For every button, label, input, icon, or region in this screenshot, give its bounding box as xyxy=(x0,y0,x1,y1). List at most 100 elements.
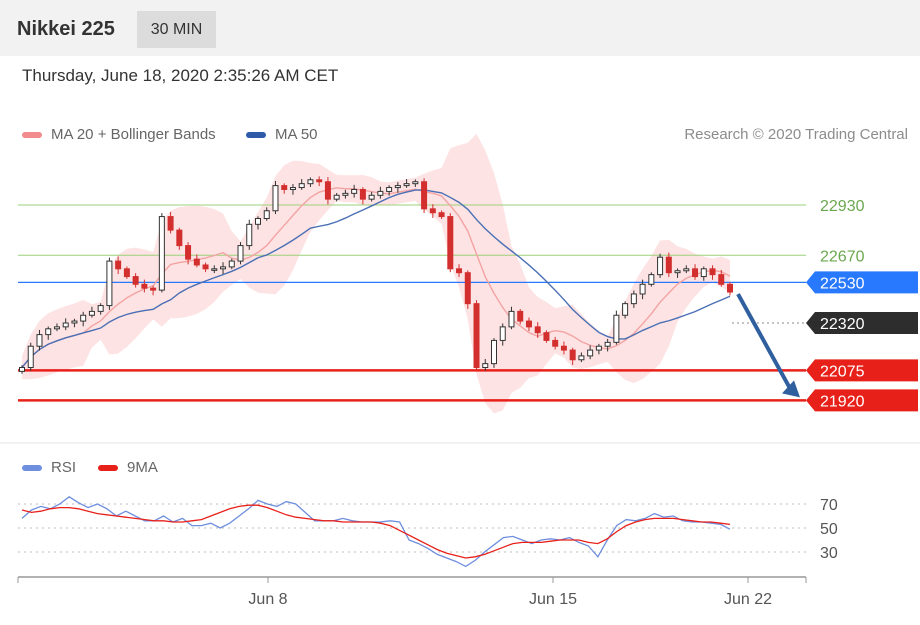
candle-body xyxy=(289,187,296,190)
candle-body xyxy=(560,345,567,351)
legend-9ma-label: 9MA xyxy=(127,459,158,476)
rsi-ma-line xyxy=(21,504,731,559)
candle-body xyxy=(19,367,25,372)
candle-body xyxy=(185,245,192,260)
ma50-line xyxy=(21,189,731,368)
ma20-swatch xyxy=(22,131,42,138)
candle-body xyxy=(150,287,157,291)
level-box-22530 xyxy=(806,271,918,294)
candles xyxy=(19,176,733,374)
candle-body xyxy=(80,314,87,322)
candle-body xyxy=(569,349,576,361)
candle-body xyxy=(613,314,620,343)
candle-body xyxy=(403,183,410,187)
candle-body xyxy=(692,268,699,278)
level-box-22075 xyxy=(806,359,918,382)
level-label-21920: 21920 xyxy=(820,393,865,410)
legend-ma50-label: MA 50 xyxy=(275,126,318,143)
legend-ma20-label: MA 20 + Bollinger Bands xyxy=(51,126,216,143)
rsi-ma-swatch xyxy=(98,464,118,471)
level-box-21920 xyxy=(806,389,918,412)
chart-header: Nikkei 225 30 MIN xyxy=(0,0,920,56)
level-label-22320: 22320 xyxy=(820,316,865,333)
level-label-22075: 22075 xyxy=(820,363,865,380)
candle-body xyxy=(281,185,288,190)
instrument-title: Nikkei 225 xyxy=(17,18,115,40)
candle-body xyxy=(36,334,43,347)
candle-body xyxy=(473,303,480,369)
candle-body xyxy=(202,264,209,270)
candle-body xyxy=(228,260,235,268)
candle-body xyxy=(657,256,664,276)
rsi-tick-50: 50 xyxy=(820,521,838,538)
timeframe-button[interactable]: 30 MIN xyxy=(137,11,216,48)
candle-body xyxy=(351,188,358,194)
candle-body xyxy=(456,268,463,274)
rsi-swatch xyxy=(22,464,42,471)
candle-body xyxy=(604,341,611,347)
candle-body xyxy=(683,268,690,272)
main-chart-area: 22930 22670 22530 22320 22075 21920 xyxy=(0,133,920,444)
rsi-tick-70: 70 xyxy=(820,497,838,514)
candle-body xyxy=(132,276,139,285)
candle-body xyxy=(220,266,227,270)
candle-body xyxy=(595,345,602,351)
candle-body xyxy=(106,260,113,307)
candle-body xyxy=(447,216,454,270)
candle-body xyxy=(394,185,401,189)
x-tick-Jun-8: Jun 8 xyxy=(248,591,287,608)
candle-body xyxy=(412,181,419,185)
candle-body xyxy=(386,187,393,192)
candle-body xyxy=(193,258,200,266)
candle-body xyxy=(307,179,314,185)
candle-body xyxy=(578,355,585,361)
level-label-22670: 22670 xyxy=(820,248,865,265)
candle-body xyxy=(508,310,515,328)
candle-body xyxy=(62,322,69,328)
ma20-line xyxy=(21,187,731,368)
candle-body xyxy=(648,274,655,285)
candle-body xyxy=(639,283,646,295)
level-label-22530: 22530 xyxy=(820,275,865,292)
x-tick-Jun-15: Jun 15 xyxy=(529,591,577,608)
candle-body xyxy=(709,268,716,276)
candle-body xyxy=(727,283,733,293)
candle-body xyxy=(482,363,489,369)
candle-body xyxy=(97,305,104,312)
candle-body xyxy=(674,270,681,274)
candle-body xyxy=(630,293,637,305)
candle-body xyxy=(368,194,375,200)
legend-ma20: MA 20 + Bollinger Bands xyxy=(22,126,216,143)
candle-body xyxy=(622,303,629,316)
x-tick-Jun-22: Jun 22 xyxy=(724,591,772,608)
legend-rsi: RSI xyxy=(22,459,76,476)
candle-body xyxy=(237,245,244,262)
candle-body xyxy=(543,332,550,341)
candle-body xyxy=(324,181,331,200)
candle-body xyxy=(421,181,428,210)
candle-body xyxy=(491,339,497,365)
x-axis: Jun 8 Jun 15 Jun 22 xyxy=(17,576,807,608)
rsi-panel: 70 50 30 xyxy=(18,496,838,568)
rsi-tick-30: 30 xyxy=(820,545,838,562)
legend-ma50: MA 50 xyxy=(246,126,318,143)
candle-body xyxy=(429,208,436,214)
level-box-22320 xyxy=(806,312,918,334)
candle-body xyxy=(517,310,524,322)
candle-body xyxy=(464,272,471,305)
candle-body xyxy=(359,188,366,200)
rsi-line xyxy=(21,496,731,568)
candle-body xyxy=(272,185,279,212)
candle-body xyxy=(534,326,541,334)
candle-body xyxy=(438,212,445,218)
candle-body xyxy=(255,218,261,225)
candle-body xyxy=(316,179,323,183)
candle-body xyxy=(552,339,559,347)
candle-body xyxy=(525,320,532,328)
candle-body xyxy=(377,190,384,196)
legend-9ma: 9MA xyxy=(98,459,158,476)
candle-body xyxy=(333,194,340,200)
legend-rsi-label: RSI xyxy=(51,459,77,476)
candle-body xyxy=(71,320,78,324)
candle-body xyxy=(587,349,594,357)
